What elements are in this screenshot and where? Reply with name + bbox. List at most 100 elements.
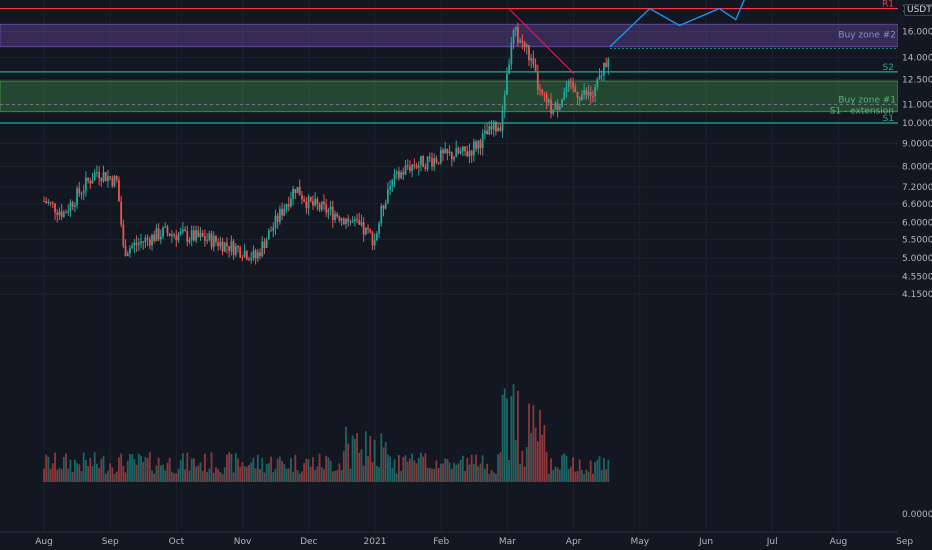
volume-bar bbox=[431, 468, 433, 482]
candle-body bbox=[188, 239, 191, 242]
volume-bar bbox=[395, 473, 398, 482]
candle-body bbox=[420, 156, 422, 165]
time-tick-label: Sep bbox=[896, 537, 913, 547]
volume-bar bbox=[226, 454, 228, 482]
volume-bar bbox=[102, 455, 105, 482]
candle-body bbox=[543, 93, 546, 95]
volume-bar bbox=[232, 472, 235, 482]
candle-body bbox=[204, 236, 206, 241]
volume-bar bbox=[464, 470, 466, 482]
candle-body bbox=[530, 58, 533, 61]
candle-body bbox=[565, 86, 568, 92]
volume-bar bbox=[100, 458, 103, 482]
candle-body bbox=[351, 221, 354, 223]
candle-body bbox=[464, 146, 466, 152]
candle-body bbox=[532, 58, 535, 65]
volume-bar bbox=[567, 469, 570, 482]
volume-bar bbox=[98, 468, 101, 482]
time-tick-label: Oct bbox=[169, 537, 185, 547]
price-tick-label: 7.2000 bbox=[902, 183, 932, 193]
candle-body bbox=[289, 198, 292, 207]
volume-bar bbox=[285, 468, 288, 482]
volume-bar bbox=[461, 455, 464, 482]
volume-bar bbox=[82, 452, 85, 482]
currency-label[interactable]: USDT bbox=[904, 4, 932, 16]
volume-bar bbox=[364, 431, 367, 482]
volume-bar bbox=[448, 462, 451, 482]
volume-bar bbox=[146, 458, 149, 482]
volume-bar bbox=[362, 465, 365, 482]
extension-label: S1 - extension bbox=[830, 106, 894, 116]
candle-body bbox=[563, 91, 566, 100]
volume-bar bbox=[175, 473, 178, 482]
candle-body bbox=[483, 130, 486, 134]
volume-bar bbox=[301, 471, 303, 482]
candle-body bbox=[389, 186, 392, 190]
volume-bar bbox=[347, 443, 350, 482]
candle-body bbox=[228, 246, 231, 252]
candle-body bbox=[587, 91, 590, 96]
candle-body bbox=[267, 230, 270, 240]
volume-bar bbox=[276, 458, 279, 482]
candle-body bbox=[547, 99, 550, 103]
candle-body bbox=[477, 140, 480, 149]
candle-body bbox=[541, 89, 544, 94]
time-axis[interactable]: Aug Sep Oct Nov Dec 2021 Feb Mar Apr May Jun Jul Aug… bbox=[0, 531, 913, 547]
volume-bar bbox=[596, 459, 599, 482]
projection-path bbox=[609, 0, 745, 48]
price-axis[interactable]: 4.1500 4.5500 5.0000 5.5000 6.0000 6.6000 7.20… bbox=[898, 0, 932, 550]
candle-body bbox=[272, 227, 275, 232]
candle-body bbox=[283, 208, 286, 216]
time-tick-label: Aug bbox=[35, 537, 53, 547]
volume-bar bbox=[457, 463, 460, 482]
volume-bar bbox=[351, 435, 354, 482]
volume-bar bbox=[523, 466, 526, 482]
volume-bar bbox=[241, 462, 244, 482]
candle-body bbox=[193, 230, 195, 241]
candle-body bbox=[307, 196, 310, 209]
volume-bar bbox=[558, 469, 561, 482]
candle-body bbox=[375, 233, 378, 241]
candle-body bbox=[472, 141, 475, 156]
candle-body bbox=[221, 241, 224, 252]
zone-rect bbox=[0, 23, 899, 48]
drawings: Target #1 bbox=[508, 0, 745, 74]
candle-body bbox=[578, 97, 581, 101]
volume-bar bbox=[43, 468, 45, 482]
candle-body bbox=[208, 233, 211, 240]
candle-body bbox=[336, 213, 339, 217]
candle-body bbox=[100, 178, 103, 182]
volume-bar bbox=[543, 424, 546, 482]
candle-body bbox=[230, 241, 233, 252]
volume-bar bbox=[78, 464, 81, 482]
volume-bar bbox=[140, 455, 142, 482]
candle-body bbox=[159, 236, 162, 240]
volume-bar bbox=[168, 457, 171, 482]
volume-bar bbox=[428, 467, 431, 482]
volume-bar bbox=[245, 466, 248, 482]
candle-body bbox=[409, 166, 411, 171]
volume-bar bbox=[104, 473, 107, 482]
candle-body bbox=[175, 235, 178, 241]
volume-bar bbox=[483, 468, 486, 482]
time-tick-label: Mar bbox=[499, 537, 516, 547]
volume-bar bbox=[84, 459, 87, 482]
volume-bar bbox=[556, 467, 559, 482]
candle-body bbox=[129, 248, 131, 254]
candle-body bbox=[195, 230, 198, 241]
volume-bar bbox=[547, 473, 550, 482]
volume-bar bbox=[184, 469, 186, 482]
volume-bar bbox=[126, 460, 129, 482]
volume-bar bbox=[113, 473, 116, 482]
candle-body bbox=[190, 230, 193, 240]
candle-body bbox=[402, 172, 405, 175]
candle-body bbox=[567, 81, 570, 87]
volume-bar bbox=[137, 453, 140, 482]
volume-bar bbox=[450, 469, 453, 482]
candle-body bbox=[607, 59, 610, 67]
candle-body bbox=[135, 242, 138, 245]
price-axis-bg bbox=[898, 0, 932, 550]
volume-bar bbox=[345, 426, 347, 482]
candle-body bbox=[179, 231, 182, 235]
